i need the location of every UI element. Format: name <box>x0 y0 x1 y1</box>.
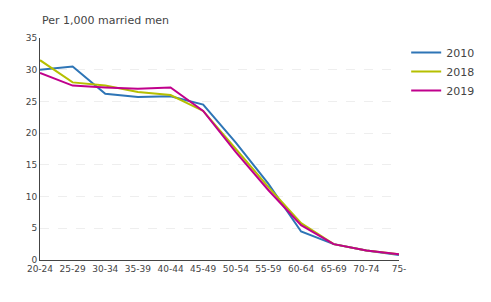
svg-text:20: 20 <box>26 128 38 138</box>
svg-text:0: 0 <box>31 255 37 265</box>
svg-text:30-34: 30-34 <box>92 264 118 274</box>
svg-text:2010: 2010 <box>446 47 474 60</box>
svg-text:40-44: 40-44 <box>157 264 183 274</box>
svg-text:20-24: 20-24 <box>27 264 53 274</box>
svg-text:45-49: 45-49 <box>190 264 216 274</box>
svg-text:65-69: 65-69 <box>321 264 347 274</box>
svg-text:15: 15 <box>26 160 37 170</box>
svg-text:50-54: 50-54 <box>223 264 249 274</box>
svg-text:Per 1,000 married men: Per 1,000 married men <box>42 14 169 27</box>
svg-text:10: 10 <box>26 192 38 202</box>
svg-text:75-: 75- <box>392 264 407 274</box>
svg-text:5: 5 <box>31 223 37 233</box>
svg-text:2019: 2019 <box>446 85 474 98</box>
svg-text:35-39: 35-39 <box>125 264 151 274</box>
svg-text:25: 25 <box>26 97 37 107</box>
svg-text:30: 30 <box>26 65 38 75</box>
svg-text:2018: 2018 <box>446 66 474 79</box>
svg-text:70-74: 70-74 <box>353 264 379 274</box>
svg-text:35: 35 <box>26 33 37 43</box>
svg-text:60-64: 60-64 <box>288 264 314 274</box>
svg-text:25-29: 25-29 <box>60 264 86 274</box>
svg-text:55-59: 55-59 <box>255 264 281 274</box>
